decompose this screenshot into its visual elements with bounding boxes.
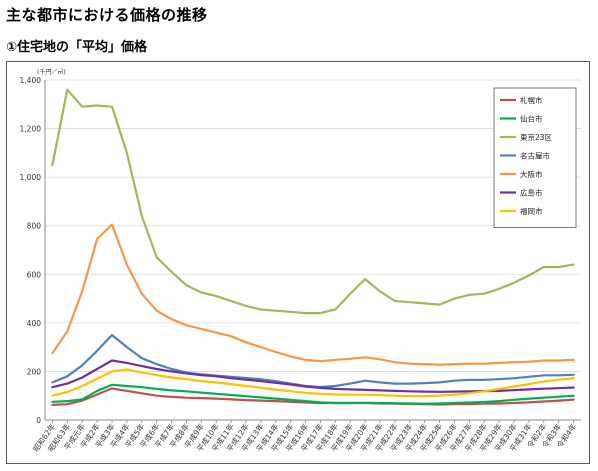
page-title: 主な都市における価格の推移 xyxy=(6,6,208,24)
legend-entry: 大阪市 xyxy=(520,169,543,179)
chart-container: (千円／㎡) 0 200 400 600 800 1,000 1,200 1,400 昭和62… xyxy=(6,61,590,464)
legend-entry: 東京23区 xyxy=(520,132,553,142)
series-line-福岡市 xyxy=(51,368,575,398)
gridlines xyxy=(45,79,581,372)
y-tick-label: 1,400 xyxy=(20,76,42,85)
y-tick-label: 0 xyxy=(36,416,41,425)
axes: (千円／㎡) xyxy=(37,68,581,423)
section-title: ①住宅地の「平均」価格 xyxy=(6,40,148,55)
series-line-仙台市 xyxy=(51,383,575,405)
legend-entry: 仙台市 xyxy=(520,114,543,124)
legend-entry: 広島市 xyxy=(520,188,543,198)
legend-box xyxy=(493,87,577,228)
x-tick-labels: 昭和62年昭和63年平成元年平成2年平成3年平成4年平成5年平成6年平成7年平成… xyxy=(31,421,579,453)
line-chart: (千円／㎡) 0 200 400 600 800 1,000 1,200 1,400 昭和62… xyxy=(20,68,581,453)
y-tick-label: 1,200 xyxy=(20,125,42,134)
legend-entry: 福岡市 xyxy=(520,206,543,216)
series-line-東京23区 xyxy=(51,88,575,315)
y-tick-label: 400 xyxy=(27,319,42,328)
y-tick-label: 800 xyxy=(27,222,42,231)
y-tick-label: 1,000 xyxy=(20,173,42,182)
legend-entry: 名古屋市 xyxy=(520,151,550,161)
y-tick-label: 600 xyxy=(27,270,42,279)
y-tick-label: 200 xyxy=(27,367,42,376)
legend-entry: 札幌市 xyxy=(520,95,543,105)
y-tick-labels: 0 200 400 600 800 1,000 1,200 1,400 xyxy=(20,76,42,425)
series-line-大阪市 xyxy=(51,223,575,366)
series-lines xyxy=(51,88,575,406)
y-axis-unit: (千円／㎡) xyxy=(37,68,66,76)
